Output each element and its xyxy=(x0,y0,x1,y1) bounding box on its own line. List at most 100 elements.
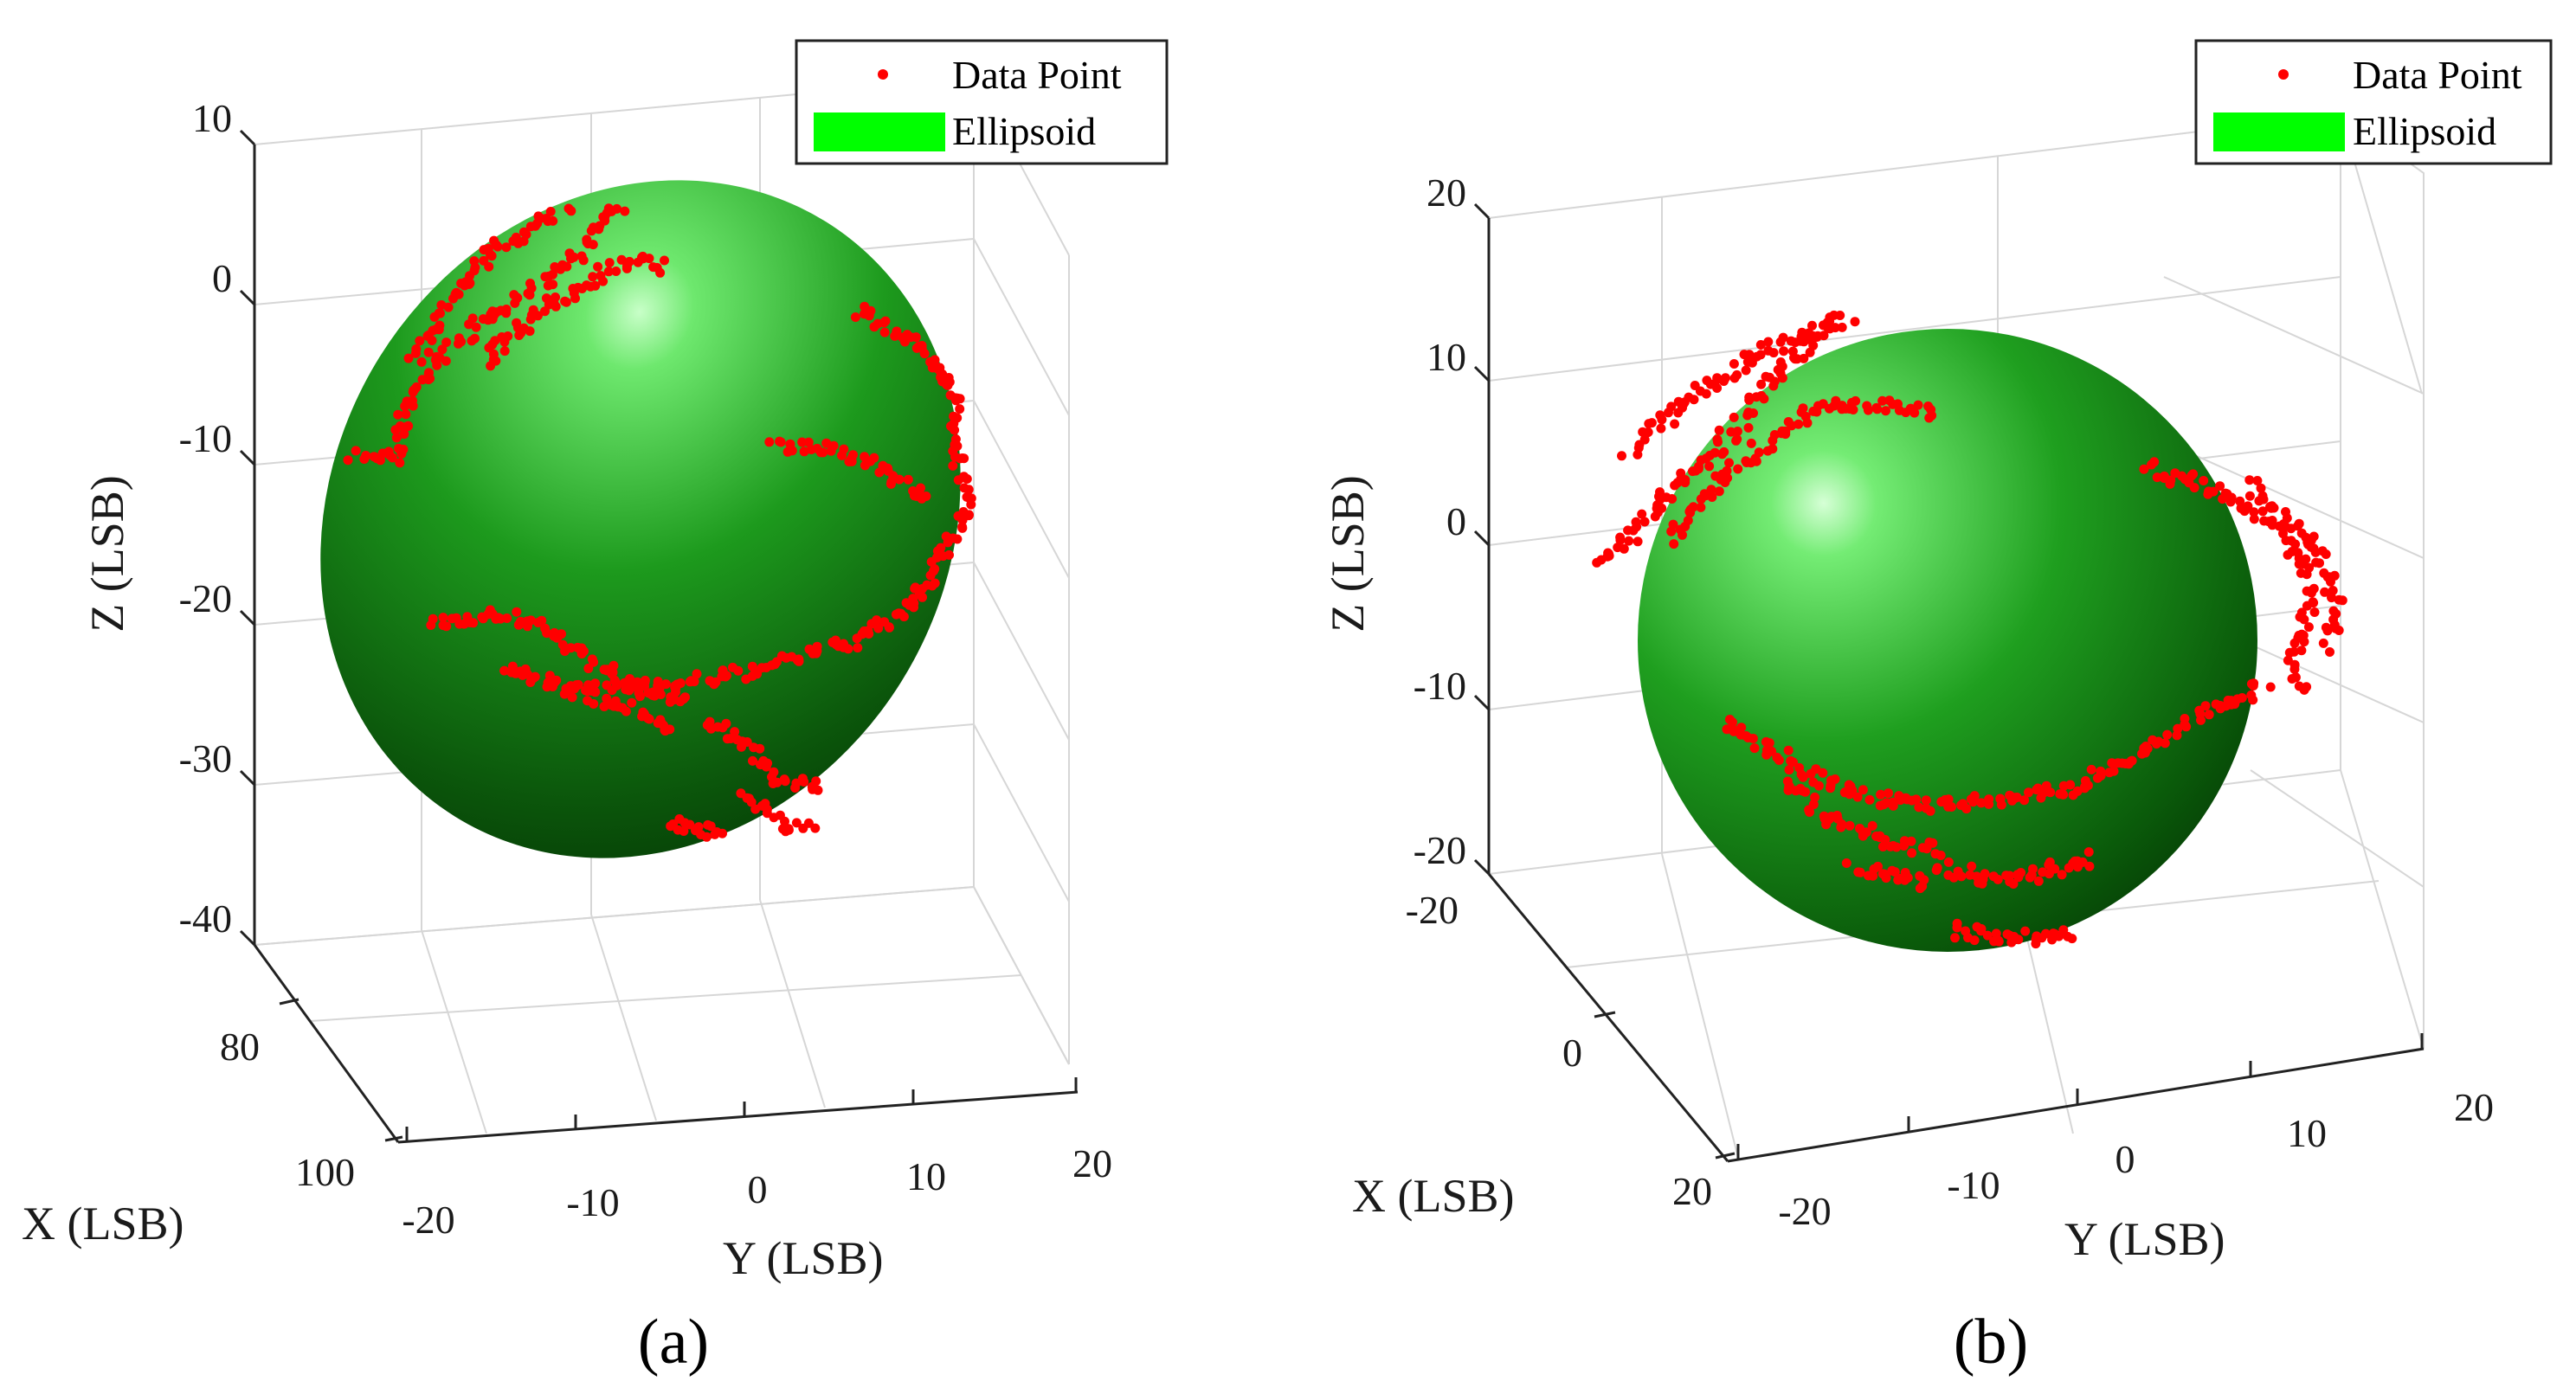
data-point xyxy=(640,678,650,687)
data-point xyxy=(799,777,809,787)
data-point xyxy=(2199,476,2209,485)
data-point xyxy=(411,344,422,354)
data-point xyxy=(737,742,746,752)
panel-b-legend: Data Point Ellipsoid xyxy=(2194,39,2553,165)
data-point xyxy=(544,271,554,281)
data-point xyxy=(491,356,501,366)
panel-b-ellipsoid-surface xyxy=(1638,329,2257,952)
data-point xyxy=(2127,755,2137,766)
data-point xyxy=(1685,504,1696,515)
data-point xyxy=(1768,348,1779,358)
data-point xyxy=(948,460,958,471)
data-point xyxy=(2290,539,2301,549)
data-point xyxy=(2096,771,2106,781)
data-point xyxy=(2320,587,2330,597)
data-point xyxy=(1772,752,1782,762)
panel-a-legend-label-ellipsoid: Ellipsoid xyxy=(952,109,1096,153)
data-point xyxy=(1631,517,1641,527)
z-tick-label: 10 xyxy=(192,96,232,140)
data-point xyxy=(1868,870,1878,881)
panel-a-data-points xyxy=(343,203,976,842)
data-point xyxy=(748,755,757,766)
data-point xyxy=(557,629,566,639)
data-point xyxy=(942,380,952,390)
data-point xyxy=(499,665,510,676)
data-point xyxy=(1722,466,1732,476)
data-point xyxy=(2226,492,2237,503)
data-point xyxy=(2249,507,2259,517)
data-point xyxy=(437,344,448,355)
data-point xyxy=(1741,456,1751,466)
data-point xyxy=(1858,831,1868,841)
data-point xyxy=(1884,788,1893,799)
data-point xyxy=(1875,831,1885,841)
data-point xyxy=(435,352,445,363)
data-point xyxy=(1837,401,1847,411)
data-point xyxy=(512,607,522,617)
data-point xyxy=(2265,682,2276,692)
data-point xyxy=(603,267,614,277)
data-point xyxy=(1847,785,1858,795)
panel-a-y-tick-labels: -20 -10 0 10 20 xyxy=(402,1141,1112,1242)
data-point xyxy=(489,310,499,320)
data-point xyxy=(1655,410,1665,421)
data-point xyxy=(843,644,853,654)
data-point xyxy=(2257,506,2268,517)
data-point xyxy=(1835,311,1845,320)
data-point xyxy=(465,271,474,281)
data-point xyxy=(596,271,606,281)
data-point xyxy=(2142,743,2153,754)
data-point xyxy=(1684,392,1694,402)
data-point xyxy=(441,337,452,348)
data-point xyxy=(671,687,680,697)
panel-a-legend: Data Point Ellipsoid xyxy=(795,39,1169,165)
data-point xyxy=(852,633,862,644)
panel-b-z-tick-labels: 20 10 0 -10 -20 xyxy=(1414,170,1466,872)
data-point xyxy=(1873,861,1883,871)
data-point xyxy=(2063,931,2073,941)
data-point xyxy=(850,312,860,322)
y-tick-label: -20 xyxy=(402,1198,454,1242)
data-point xyxy=(587,686,597,697)
data-point xyxy=(2057,870,2067,880)
data-point xyxy=(1695,386,1705,396)
z-tick-label: -10 xyxy=(179,416,232,460)
data-point xyxy=(2299,637,2309,647)
data-point xyxy=(1914,802,1924,813)
data-point xyxy=(2294,681,2304,691)
data-point xyxy=(2278,529,2288,539)
data-point xyxy=(2296,646,2307,656)
data-point xyxy=(1641,427,1652,438)
data-point xyxy=(501,305,512,314)
data-point xyxy=(1851,395,1861,406)
data-point xyxy=(925,570,936,581)
data-point xyxy=(423,330,434,340)
data-point xyxy=(512,292,523,303)
data-point xyxy=(1787,346,1798,357)
data-point xyxy=(2334,594,2344,605)
z-tick-label: -30 xyxy=(179,736,232,781)
data-point xyxy=(1950,933,1960,943)
data-point xyxy=(2196,715,2206,725)
data-point xyxy=(566,206,576,216)
data-point xyxy=(2256,483,2266,493)
data-point xyxy=(616,254,627,265)
data-point xyxy=(443,302,454,312)
data-point xyxy=(2020,926,2031,936)
data-point xyxy=(2013,935,2024,945)
data-point xyxy=(2084,861,2095,871)
data-point xyxy=(415,336,425,346)
data-point xyxy=(2045,857,2055,867)
data-point xyxy=(1756,379,1767,389)
x-tick-label: 80 xyxy=(220,1025,260,1069)
data-point xyxy=(2086,764,2096,774)
data-point xyxy=(2109,766,2119,776)
data-point xyxy=(1777,362,1787,371)
data-point xyxy=(1952,922,1962,933)
data-point xyxy=(587,654,597,665)
data-point xyxy=(2290,672,2301,683)
data-point xyxy=(886,479,896,489)
z-tick-label: 20 xyxy=(1426,170,1466,215)
data-point xyxy=(2139,464,2149,474)
data-point xyxy=(1790,354,1800,364)
